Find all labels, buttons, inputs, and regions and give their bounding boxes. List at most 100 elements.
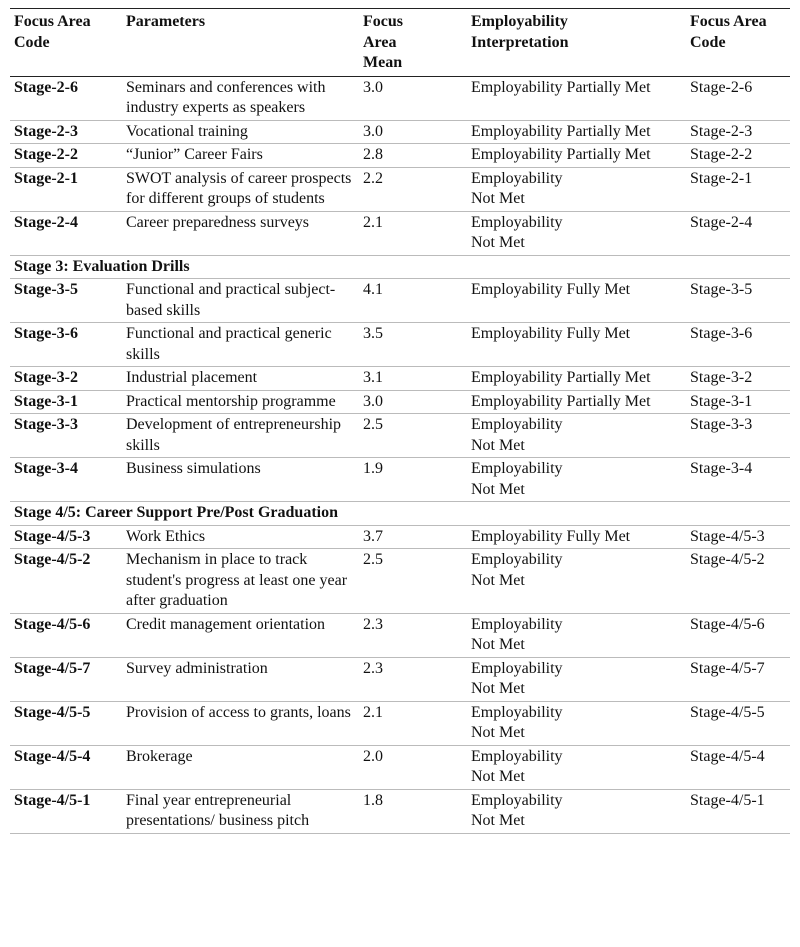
parameter-cell: Mechanism in place to track student's pr… xyxy=(122,548,359,614)
table-row: Stage-3-5 Functional and practical subjec… xyxy=(10,278,790,323)
code-cell: Stage-3-6 xyxy=(686,322,790,367)
mean-cell: 4.1 xyxy=(359,278,467,323)
parameter-cell: Business simulations xyxy=(122,457,359,502)
code-cell: Stage-3-4 xyxy=(686,457,790,502)
interpretation-cell: Employability Fully Met xyxy=(467,322,686,367)
interpretation-cell: Employability Partially Met xyxy=(467,120,686,144)
interpretation-cell: Employability Not Met xyxy=(467,657,686,702)
parameter-cell: Provision of access to grants, loans xyxy=(122,701,359,746)
mean-cell: 3.1 xyxy=(359,366,467,391)
table-row: Stage-4/5-1 Final year entrepreneurial pr… xyxy=(10,789,790,834)
parameter-cell: Work Ethics xyxy=(122,525,359,549)
code-cell: Stage-3-1 xyxy=(686,390,790,414)
code-cell: Stage-3-5 xyxy=(686,278,790,323)
parameter-cell: Industrial placement xyxy=(122,366,359,391)
code-cell: Stage-2-3 xyxy=(686,120,790,144)
parameter-cell: Credit management orientation xyxy=(122,613,359,658)
code-cell: Stage-4/5-4 xyxy=(686,745,790,790)
code-cell: Stage-3-3 xyxy=(10,413,122,458)
parameter-cell: Functional and practical generic skills xyxy=(122,322,359,367)
mean-cell: 2.8 xyxy=(359,143,467,168)
header-row: Focus Area Code Parameters Focus Area Mean… xyxy=(10,8,790,77)
table-row: Stage-2-1 SWOT analysis of career prospec… xyxy=(10,167,790,212)
code-cell: Stage-2-1 xyxy=(10,167,122,212)
code-cell: Stage-2-4 xyxy=(10,211,122,256)
table-row: Stage-4/5-5 Provision of access to grants… xyxy=(10,701,790,746)
interpretation-cell: Employability Not Met xyxy=(467,745,686,790)
mean-cell: 3.0 xyxy=(359,120,467,144)
parameter-cell: Survey administration xyxy=(122,657,359,702)
table-row: Stage-2-2 “Junior” Career Fairs 2.8 Employa… xyxy=(10,143,790,168)
mean-cell: 2.1 xyxy=(359,211,467,256)
mean-cell: 2.0 xyxy=(359,745,467,790)
table-row: Stage-4/5-2 Mechanism in place to track s… xyxy=(10,548,790,614)
interpretation-cell: Employability Not Met xyxy=(467,613,686,658)
mean-cell: 2.5 xyxy=(359,413,467,458)
section-row: Stage 4/5: Career Support Pre/Post Gradu… xyxy=(10,501,790,526)
table-row: Stage-3-2 Industrial placement 3.1 Employab… xyxy=(10,366,790,391)
code-cell: Stage-3-5 xyxy=(10,278,122,323)
code-cell: Stage-2-2 xyxy=(10,143,122,168)
table-row: Stage-4/5-4 Brokerage 2.0 Employability Not… xyxy=(10,745,790,790)
code-cell: Stage-4/5-6 xyxy=(10,613,122,658)
code-cell: Stage-2-6 xyxy=(10,76,122,121)
interpretation-cell: Employability Not Met xyxy=(467,789,686,834)
interpretation-cell: Employability Not Met xyxy=(467,413,686,458)
interpretation-cell: Employability Not Met xyxy=(467,167,686,212)
table-row: Stage-4/5-6 Credit management orientation… xyxy=(10,613,790,658)
header-cell: Focus Area Code xyxy=(686,8,790,77)
mean-cell: 2.3 xyxy=(359,613,467,658)
code-cell: Stage-4/5-1 xyxy=(10,789,122,834)
header-cell: Parameters xyxy=(122,8,359,77)
code-cell: Stage-4/5-2 xyxy=(686,548,790,614)
interpretation-cell: Employability Not Met xyxy=(467,701,686,746)
section-row: Stage 3: Evaluation Drills xyxy=(10,255,790,279)
table-row: Stage-3-3 Development of entrepreneurship… xyxy=(10,413,790,458)
header-cell: Employability Interpretation xyxy=(467,8,686,77)
results-table: Focus Area Code Parameters Focus Area Mean… xyxy=(10,8,790,834)
code-cell: Stage-4/5-1 xyxy=(686,789,790,834)
mean-cell: 2.2 xyxy=(359,167,467,212)
table-row: Stage-2-3 Vocational training 3.0 Employabi… xyxy=(10,120,790,144)
mean-cell: 3.0 xyxy=(359,390,467,414)
mean-cell: 2.3 xyxy=(359,657,467,702)
parameter-cell: Brokerage xyxy=(122,745,359,790)
parameter-cell: “Junior” Career Fairs xyxy=(122,143,359,168)
code-cell: Stage-3-2 xyxy=(10,366,122,391)
table-row: Stage-2-4 Career preparedness surveys 2.1 E… xyxy=(10,211,790,256)
code-cell: Stage-2-3 xyxy=(10,120,122,144)
code-cell: Stage-3-4 xyxy=(10,457,122,502)
parameter-cell: Vocational training xyxy=(122,120,359,144)
interpretation-cell: Employability Fully Met xyxy=(467,525,686,549)
interpretation-cell: Employability Not Met xyxy=(467,457,686,502)
code-cell: Stage-4/5-7 xyxy=(10,657,122,702)
table-row: Stage-4/5-3 Work Ethics 3.7 Employability F… xyxy=(10,525,790,549)
parameter-cell: Final year entrepreneurial presentations… xyxy=(122,789,359,834)
mean-cell: 1.9 xyxy=(359,457,467,502)
code-cell: Stage-3-2 xyxy=(686,366,790,391)
code-cell: Stage-2-2 xyxy=(686,143,790,168)
code-cell: Stage-4/5-6 xyxy=(686,613,790,658)
code-cell: Stage-4/5-7 xyxy=(686,657,790,702)
code-cell: Stage-4/5-3 xyxy=(686,525,790,549)
mean-cell: 3.0 xyxy=(359,76,467,121)
parameter-cell: Development of entrepreneurship skills xyxy=(122,413,359,458)
header-cell: Focus Area Mean xyxy=(359,8,467,77)
table-row: Stage-4/5-7 Survey administration 2.3 Emplo… xyxy=(10,657,790,702)
code-cell: Stage-4/5-5 xyxy=(686,701,790,746)
interpretation-cell: Employability Partially Met xyxy=(467,390,686,414)
parameter-cell: SWOT analysis of career prospects for di… xyxy=(122,167,359,212)
table-row: Stage-3-1 Practical mentorship programme 3… xyxy=(10,390,790,414)
mean-cell: 2.1 xyxy=(359,701,467,746)
interpretation-cell: Employability Not Met xyxy=(467,548,686,614)
code-cell: Stage-2-6 xyxy=(686,76,790,121)
parameter-cell: Functional and practical subject-based s… xyxy=(122,278,359,323)
code-cell: Stage-4/5-4 xyxy=(10,745,122,790)
interpretation-cell: Employability Partially Met xyxy=(467,366,686,391)
section-title: Stage 3: Evaluation Drills xyxy=(10,255,790,279)
section-title: Stage 4/5: Career Support Pre/Post Gradu… xyxy=(10,501,790,526)
code-cell: Stage-2-4 xyxy=(686,211,790,256)
table-row: Stage-3-6 Functional and practical generi… xyxy=(10,322,790,367)
table-row: Stage-3-4 Business simulations 1.9 Employab… xyxy=(10,457,790,502)
